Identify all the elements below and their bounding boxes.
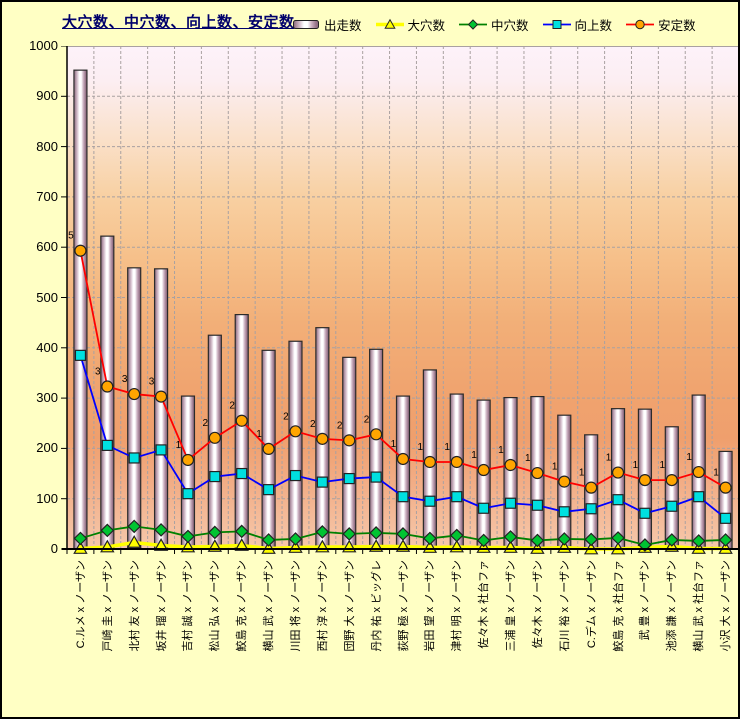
- legend-item-大穴数: 大穴数: [375, 15, 446, 34]
- y-tick-label: 300: [36, 390, 58, 406]
- x-category-label: 丹内 祐 x ビッグレ: [370, 560, 383, 652]
- y-tick-label: 100: [36, 490, 58, 506]
- legend-label: 向上数: [574, 19, 613, 33]
- x-category-label: 津村 明 x ノーザン: [451, 560, 464, 652]
- chart-svg: 5933233083031772212551992342192162281791…: [61, 45, 738, 555]
- markers-安定数: [74, 244, 732, 494]
- bar: [395, 395, 411, 550]
- legend-triangle-icon: [375, 18, 404, 29]
- plot-area: 5933233083031772212551992342192162281791…: [61, 45, 738, 558]
- x-category-label: 鮫島 克 x 社台ファ: [612, 560, 625, 652]
- x-category-label: 荻野 極 x ノーザン: [397, 560, 410, 652]
- x-category-label: 松山 弘 x ノーザン: [209, 560, 222, 652]
- bar: [449, 393, 464, 550]
- x-category-label: C.ルメ x ノーザン: [74, 560, 87, 649]
- bar: [610, 408, 626, 550]
- x-category-label: 戸崎 圭 x ノーザン: [101, 560, 114, 652]
- bar: [127, 267, 142, 550]
- bar: [664, 426, 679, 550]
- y-tick-label: 800: [36, 138, 58, 154]
- x-category-label: 石川 裕 x ノーザン: [558, 560, 571, 652]
- legend: 出走数 大穴数 中穴数 向上数 安定数: [292, 15, 696, 34]
- bar: [369, 348, 384, 550]
- legend-label: 安定数: [658, 19, 696, 33]
- x-category-label: 北村 友 x ノーザン: [128, 560, 141, 652]
- markers-中穴数: [73, 519, 733, 552]
- bar: [503, 396, 518, 550]
- bar: [342, 356, 357, 550]
- x-category-label: 佐々木 x ノーザン: [531, 560, 544, 649]
- legend-label: 大穴数: [407, 19, 446, 33]
- legend-item-安定数: 安定数: [626, 15, 696, 34]
- chart-title: 大穴数、中穴数、向上数、安定数: [62, 14, 295, 31]
- y-tick-label: 400: [36, 339, 58, 355]
- legend-circle-icon: [626, 19, 655, 30]
- x-category-label: 岩田 望 x ノーザン: [424, 560, 437, 652]
- x-category-label: 西村 淳 x ノーザン: [316, 560, 329, 652]
- legend-item-出走数: 出走数: [292, 15, 362, 34]
- bar: [73, 69, 88, 550]
- legend-square-icon: [542, 20, 571, 29]
- x-category-label: 三浦 皇 x ノーザン: [505, 560, 518, 652]
- x-category-label: 坂井 瑠 x ノーザン: [155, 560, 168, 652]
- legend-label: 出走数: [324, 19, 362, 33]
- bar: [180, 395, 196, 550]
- x-category-label: 鮫島 克 x ノーザン: [236, 560, 249, 652]
- legend-diamond-icon: [459, 19, 488, 30]
- y-tick-label: 500: [36, 289, 58, 305]
- legend-label: 中穴数: [491, 19, 529, 33]
- bar: [288, 340, 303, 550]
- y-tick-label: 700: [36, 188, 58, 204]
- x-category-label: 川田 将 x ノーザン: [289, 560, 302, 652]
- x-category-label: 吉村 誠 x ノーザン: [182, 560, 195, 652]
- markers-向上数: [74, 349, 732, 524]
- legend-bar-icon: [293, 20, 319, 29]
- y-tick-label: 900: [36, 88, 58, 104]
- x-category-label: 横山 武 x ノーザン: [263, 560, 276, 652]
- y-tick-label: 0: [50, 541, 58, 556]
- x-category-label: 団野 大 x ノーザン: [343, 560, 356, 652]
- x-category-label: 横山 武 x 社台ファ: [693, 560, 706, 652]
- legend-item-中穴数: 中穴数: [459, 15, 529, 34]
- bar: [234, 314, 249, 550]
- x-category-label: C.デム x ノーザン: [585, 560, 598, 649]
- x-category-label: 小沢 大 x ノーザン: [720, 560, 733, 652]
- x-category-label: 佐々木 x 社台ファ: [478, 560, 491, 649]
- x-category-label: 武 豊 x ノーザン: [639, 560, 652, 641]
- x-category-label: 池添 謙 x ノーザン: [666, 560, 679, 652]
- y-tick-label: 200: [36, 440, 58, 456]
- y-tick-label: 1000: [29, 38, 58, 53]
- y-tick-label: 600: [36, 239, 58, 255]
- legend-item-向上数: 向上数: [542, 15, 613, 34]
